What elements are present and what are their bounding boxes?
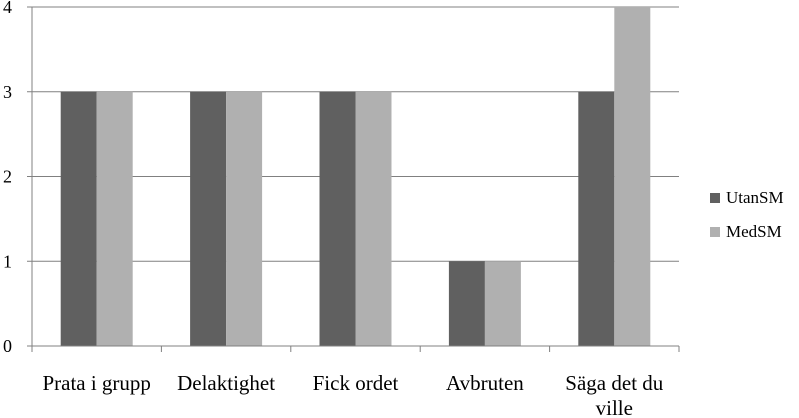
legend-swatch-utansm bbox=[710, 193, 720, 203]
y-tick-label: 3 bbox=[3, 82, 12, 102]
legend-swatch-medsm bbox=[710, 227, 720, 237]
x-category-labels: Prata i grupp Delaktighet Fick ordet Avbrut… bbox=[42, 371, 663, 418]
bar-medsm-1 bbox=[226, 91, 263, 346]
y-tick-labels: 0 1 2 3 4 bbox=[3, 0, 12, 356]
y-tick-label: 0 bbox=[3, 336, 12, 356]
bar-utansm-4 bbox=[578, 91, 615, 346]
x-category-label: Delaktighet bbox=[177, 371, 275, 395]
y-tick-label: 2 bbox=[3, 167, 12, 187]
x-category-label: Fick ordet bbox=[313, 371, 399, 395]
legend: UtanSM MedSM bbox=[710, 188, 784, 241]
bar-medsm-3 bbox=[484, 261, 521, 346]
axes bbox=[27, 6, 680, 352]
bar-medsm-4 bbox=[614, 7, 651, 346]
x-category-label: Säga det du ville bbox=[565, 371, 663, 418]
bar-medsm-2 bbox=[355, 91, 392, 346]
y-tick-label: 4 bbox=[3, 0, 12, 17]
bar-medsm-0 bbox=[96, 91, 133, 346]
bar-utansm-2 bbox=[319, 91, 356, 346]
bars bbox=[60, 7, 651, 346]
bar-utansm-1 bbox=[190, 91, 227, 346]
bar-utansm-3 bbox=[448, 261, 485, 346]
bar-utansm-0 bbox=[60, 91, 97, 346]
legend-label-medsm: MedSM bbox=[726, 222, 782, 241]
x-category-label: Avbruten bbox=[446, 371, 524, 395]
legend-label-utansm: UtanSM bbox=[726, 188, 784, 207]
y-tick-label: 1 bbox=[3, 251, 12, 271]
x-category-label: Prata i grupp bbox=[42, 371, 150, 395]
